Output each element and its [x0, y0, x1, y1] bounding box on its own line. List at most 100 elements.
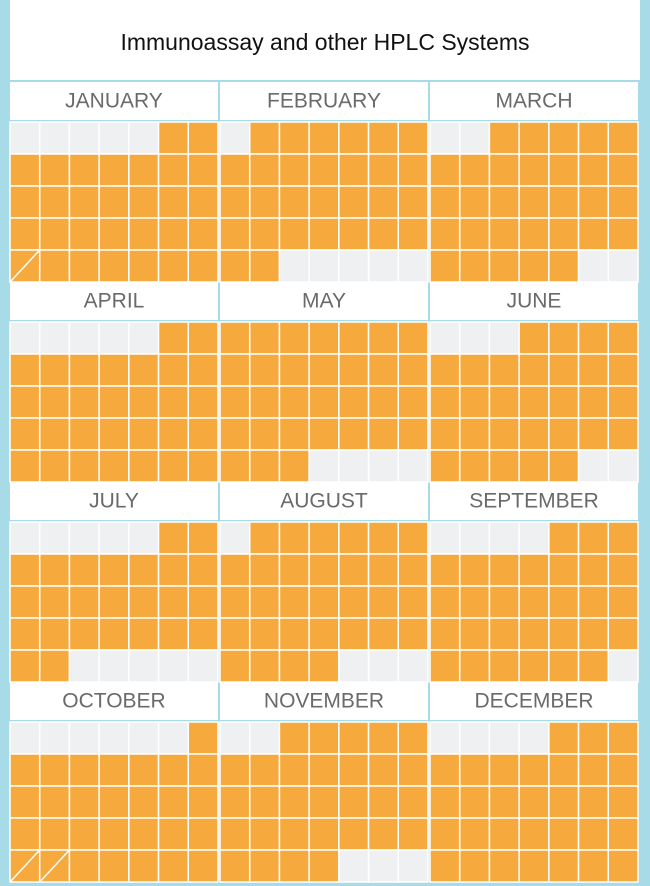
day-cell	[9, 385, 41, 419]
day-cell	[278, 849, 310, 883]
day-cell	[518, 417, 550, 451]
day-cell	[128, 849, 160, 883]
day-cell	[548, 417, 580, 451]
empty-cell	[248, 721, 281, 755]
empty-cell	[308, 249, 340, 283]
day-cell	[397, 217, 429, 251]
day-cell	[429, 185, 461, 219]
day-cell	[68, 585, 100, 619]
day-cell	[98, 249, 130, 283]
day-cell	[518, 385, 550, 419]
day-cell	[518, 753, 550, 787]
day-cell	[458, 249, 491, 283]
empty-cell	[458, 721, 491, 755]
month-header	[430, 482, 638, 520]
month-header	[430, 82, 638, 120]
day-cell	[367, 321, 400, 355]
day-cell	[607, 353, 639, 387]
day-cell	[68, 385, 100, 419]
day-cell	[488, 353, 520, 387]
month-name: MAY	[302, 290, 346, 313]
day-cell	[68, 553, 100, 587]
day-cell	[548, 217, 580, 251]
day-cell	[187, 617, 219, 651]
day-cell	[38, 449, 71, 483]
day-cell	[577, 217, 610, 251]
day-cell	[128, 217, 160, 251]
day-cell	[128, 385, 160, 419]
empty-cell	[429, 321, 461, 355]
day-cell	[248, 353, 281, 387]
day-cell	[248, 153, 281, 187]
day-cell	[367, 385, 400, 419]
day-cell	[219, 649, 251, 683]
day-cell	[187, 753, 219, 787]
day-cell	[397, 521, 429, 555]
day-cell	[128, 353, 160, 387]
day-cell	[429, 249, 461, 283]
day-cell	[397, 753, 429, 787]
month-name: JULY	[89, 490, 139, 513]
day-cell	[548, 721, 580, 755]
day-cell	[219, 185, 251, 219]
day-cell	[548, 521, 580, 555]
empty-cell	[397, 849, 429, 883]
day-cell	[248, 385, 281, 419]
empty-cell	[9, 721, 41, 755]
day-cell	[367, 153, 400, 187]
empty-cell	[397, 649, 429, 683]
day-cell	[397, 817, 429, 851]
day-cell	[38, 785, 71, 819]
month-name: NOVEMBER	[264, 690, 384, 713]
empty-cell	[607, 649, 639, 683]
day-cell	[607, 849, 639, 883]
empty-cell	[38, 521, 71, 555]
empty-cell	[488, 321, 520, 355]
day-cell	[429, 217, 461, 251]
day-cell	[278, 585, 310, 619]
day-cell	[68, 817, 100, 851]
day-cell	[98, 617, 130, 651]
split-diagonal	[39, 849, 70, 883]
day-cell	[577, 585, 610, 619]
day-cell	[128, 617, 160, 651]
day-cell	[98, 385, 130, 419]
day-cell	[9, 217, 41, 251]
month-name: APRIL	[84, 290, 145, 313]
day-cell	[607, 721, 639, 755]
day-cell	[278, 353, 310, 387]
month-header	[220, 282, 428, 320]
day-cell	[338, 121, 370, 155]
day-cell	[278, 121, 310, 155]
day-cell	[607, 153, 639, 187]
day-cell	[187, 817, 219, 851]
empty-cell	[278, 249, 310, 283]
day-cell	[38, 385, 71, 419]
day-cell	[219, 849, 251, 883]
empty-cell	[68, 321, 100, 355]
day-cell	[488, 417, 520, 451]
day-cell	[278, 649, 310, 683]
day-cell	[429, 753, 461, 787]
day-cell	[157, 785, 190, 819]
empty-cell	[429, 521, 461, 555]
day-cell	[68, 417, 100, 451]
month-header	[430, 282, 638, 320]
day-cell	[548, 553, 580, 587]
empty-cell	[367, 449, 400, 483]
day-cell	[9, 353, 41, 387]
day-cell	[187, 121, 219, 155]
day-cell	[429, 849, 461, 883]
month-header	[220, 82, 428, 120]
day-cell	[187, 249, 219, 283]
day-cell	[458, 553, 491, 587]
day-cell	[308, 353, 340, 387]
day-cell	[518, 153, 550, 187]
day-cell	[9, 785, 41, 819]
day-cell	[9, 753, 41, 787]
day-cell	[518, 649, 550, 683]
day-cell	[9, 617, 41, 651]
month-name: DECEMBER	[474, 690, 593, 713]
day-cell	[187, 321, 219, 355]
month-header	[10, 282, 218, 320]
